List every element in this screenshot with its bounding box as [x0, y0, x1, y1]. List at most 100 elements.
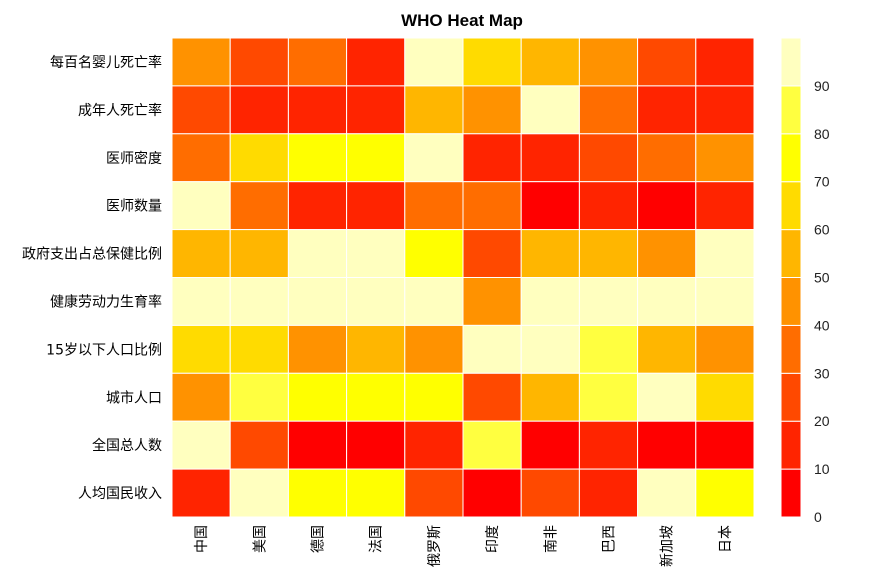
heatmap-cell	[462, 229, 522, 279]
column-label: 南非	[543, 525, 559, 553]
column-label: 法国	[369, 525, 385, 553]
heatmap-cell	[171, 181, 231, 231]
heatmap-cell	[229, 372, 289, 422]
heatmap-cell	[637, 181, 697, 231]
heatmap-cell	[229, 181, 289, 231]
column-labels: 中国 美国 德国 法国 俄罗斯 印度 南非 巴西 新加坡 日本	[194, 525, 734, 567]
color-scale-tick-label: 80	[814, 126, 830, 142]
heatmap-cell	[462, 324, 522, 374]
heatmap-cell	[229, 420, 289, 470]
heatmap-cell	[287, 181, 348, 231]
row-label: 健康劳动力生育率	[50, 293, 162, 310]
row-label: 15岁以下人口比例	[46, 342, 162, 358]
heatmap-cell	[404, 324, 464, 374]
heatmap-cell	[171, 372, 231, 422]
heatmap-cell	[637, 133, 697, 183]
row-label: 每百名婴儿死亡率	[50, 54, 162, 71]
heatmap-cell	[229, 277, 289, 326]
heatmap-cell	[578, 181, 639, 231]
color-scale-tick-label: 60	[814, 222, 830, 238]
heatmap-cell	[287, 468, 348, 518]
color-scale-swatch	[780, 372, 802, 422]
heatmap-cell	[578, 468, 639, 518]
heatmap-cell	[637, 37, 697, 87]
heatmap-cell	[637, 277, 697, 326]
color-scale-swatch	[780, 229, 802, 279]
heatmap-cell	[462, 37, 522, 87]
heatmap-cell	[637, 229, 697, 279]
heatmap-cell	[695, 85, 755, 135]
heatmap-cell	[462, 468, 522, 518]
heatmap-cell	[695, 37, 755, 87]
heatmap-cell	[695, 468, 755, 518]
heatmap-cell	[520, 37, 580, 87]
heatmap-cell	[346, 324, 406, 374]
heatmap-cell	[171, 37, 231, 87]
color-scale-swatch	[780, 85, 802, 135]
color-scale-swatch	[780, 277, 802, 326]
heatmap-cell	[520, 229, 580, 279]
heatmap-cell	[346, 37, 406, 87]
heatmap-cell	[695, 133, 755, 183]
heatmap-cell	[287, 85, 348, 135]
color-scale-tick-label: 0	[814, 509, 822, 525]
color-scale-tick-label: 20	[814, 413, 830, 429]
column-label: 俄罗斯	[427, 525, 443, 567]
heatmap-cell	[578, 324, 639, 374]
heatmap-cell	[695, 181, 755, 231]
color-scale-tick-label: 10	[814, 461, 830, 477]
heatmap-cell	[520, 85, 580, 135]
heatmap-cell	[520, 324, 580, 374]
heatmap-cell	[578, 229, 639, 279]
heatmap-cell	[287, 229, 348, 279]
heatmap-cell	[404, 468, 464, 518]
heatmap-cell	[171, 420, 231, 470]
heatmap-cell	[346, 372, 406, 422]
heatmap-cell	[404, 85, 464, 135]
heatmap-cell	[287, 133, 348, 183]
heatmap-cell	[171, 277, 231, 326]
heatmap-cell	[520, 468, 580, 518]
column-label: 巴西	[602, 525, 618, 553]
heatmap-cell	[520, 372, 580, 422]
color-scale-tick-label: 30	[814, 365, 830, 381]
heatmap-cell	[695, 277, 755, 326]
heatmap-cell	[404, 229, 464, 279]
row-label: 医师数量	[106, 199, 162, 215]
heatmap-cell	[462, 277, 522, 326]
heatmap-cell	[171, 85, 231, 135]
heatmap-cell	[229, 324, 289, 374]
heatmap-cell	[287, 420, 348, 470]
color-scale-swatch	[780, 420, 802, 470]
heatmap-cell	[287, 37, 348, 87]
column-label: 日本	[718, 525, 734, 553]
heatmap-cell	[346, 277, 406, 326]
heatmap-cell	[404, 133, 464, 183]
heatmap-cell	[171, 324, 231, 374]
heatmap-cell	[404, 37, 464, 87]
heatmap-cell	[637, 85, 697, 135]
heatmap-cell	[462, 85, 522, 135]
row-labels: 每百名婴儿死亡率成年人死亡率医师密度医师数量政府支出占总保健比例健康劳动力生育率…	[22, 54, 162, 502]
column-label: 新加坡	[660, 525, 676, 567]
heatmap-cell	[346, 420, 406, 470]
row-label: 医师密度	[106, 150, 162, 167]
heatmap-cell	[287, 372, 348, 422]
color-scale-tick-label: 50	[814, 270, 830, 286]
color-scale-tick-label: 70	[814, 174, 830, 190]
heatmap-cell	[229, 133, 289, 183]
column-label: 美国	[252, 525, 268, 553]
heatmap-cell	[578, 85, 639, 135]
heatmap-cell	[229, 229, 289, 279]
heatmap-cell	[404, 372, 464, 422]
column-label: 德国	[311, 525, 327, 553]
heatmap-cell	[346, 133, 406, 183]
heatmap-cell	[404, 277, 464, 326]
heatmap-cell	[520, 133, 580, 183]
heatmap-cell	[229, 85, 289, 135]
heatmap-cell	[578, 420, 639, 470]
heatmap-cells	[171, 37, 755, 518]
heatmap-cell	[404, 420, 464, 470]
color-scale-legend: 0 10 20 30 40 50 60 70 80 90	[780, 37, 830, 525]
heatmap-cell	[637, 420, 697, 470]
